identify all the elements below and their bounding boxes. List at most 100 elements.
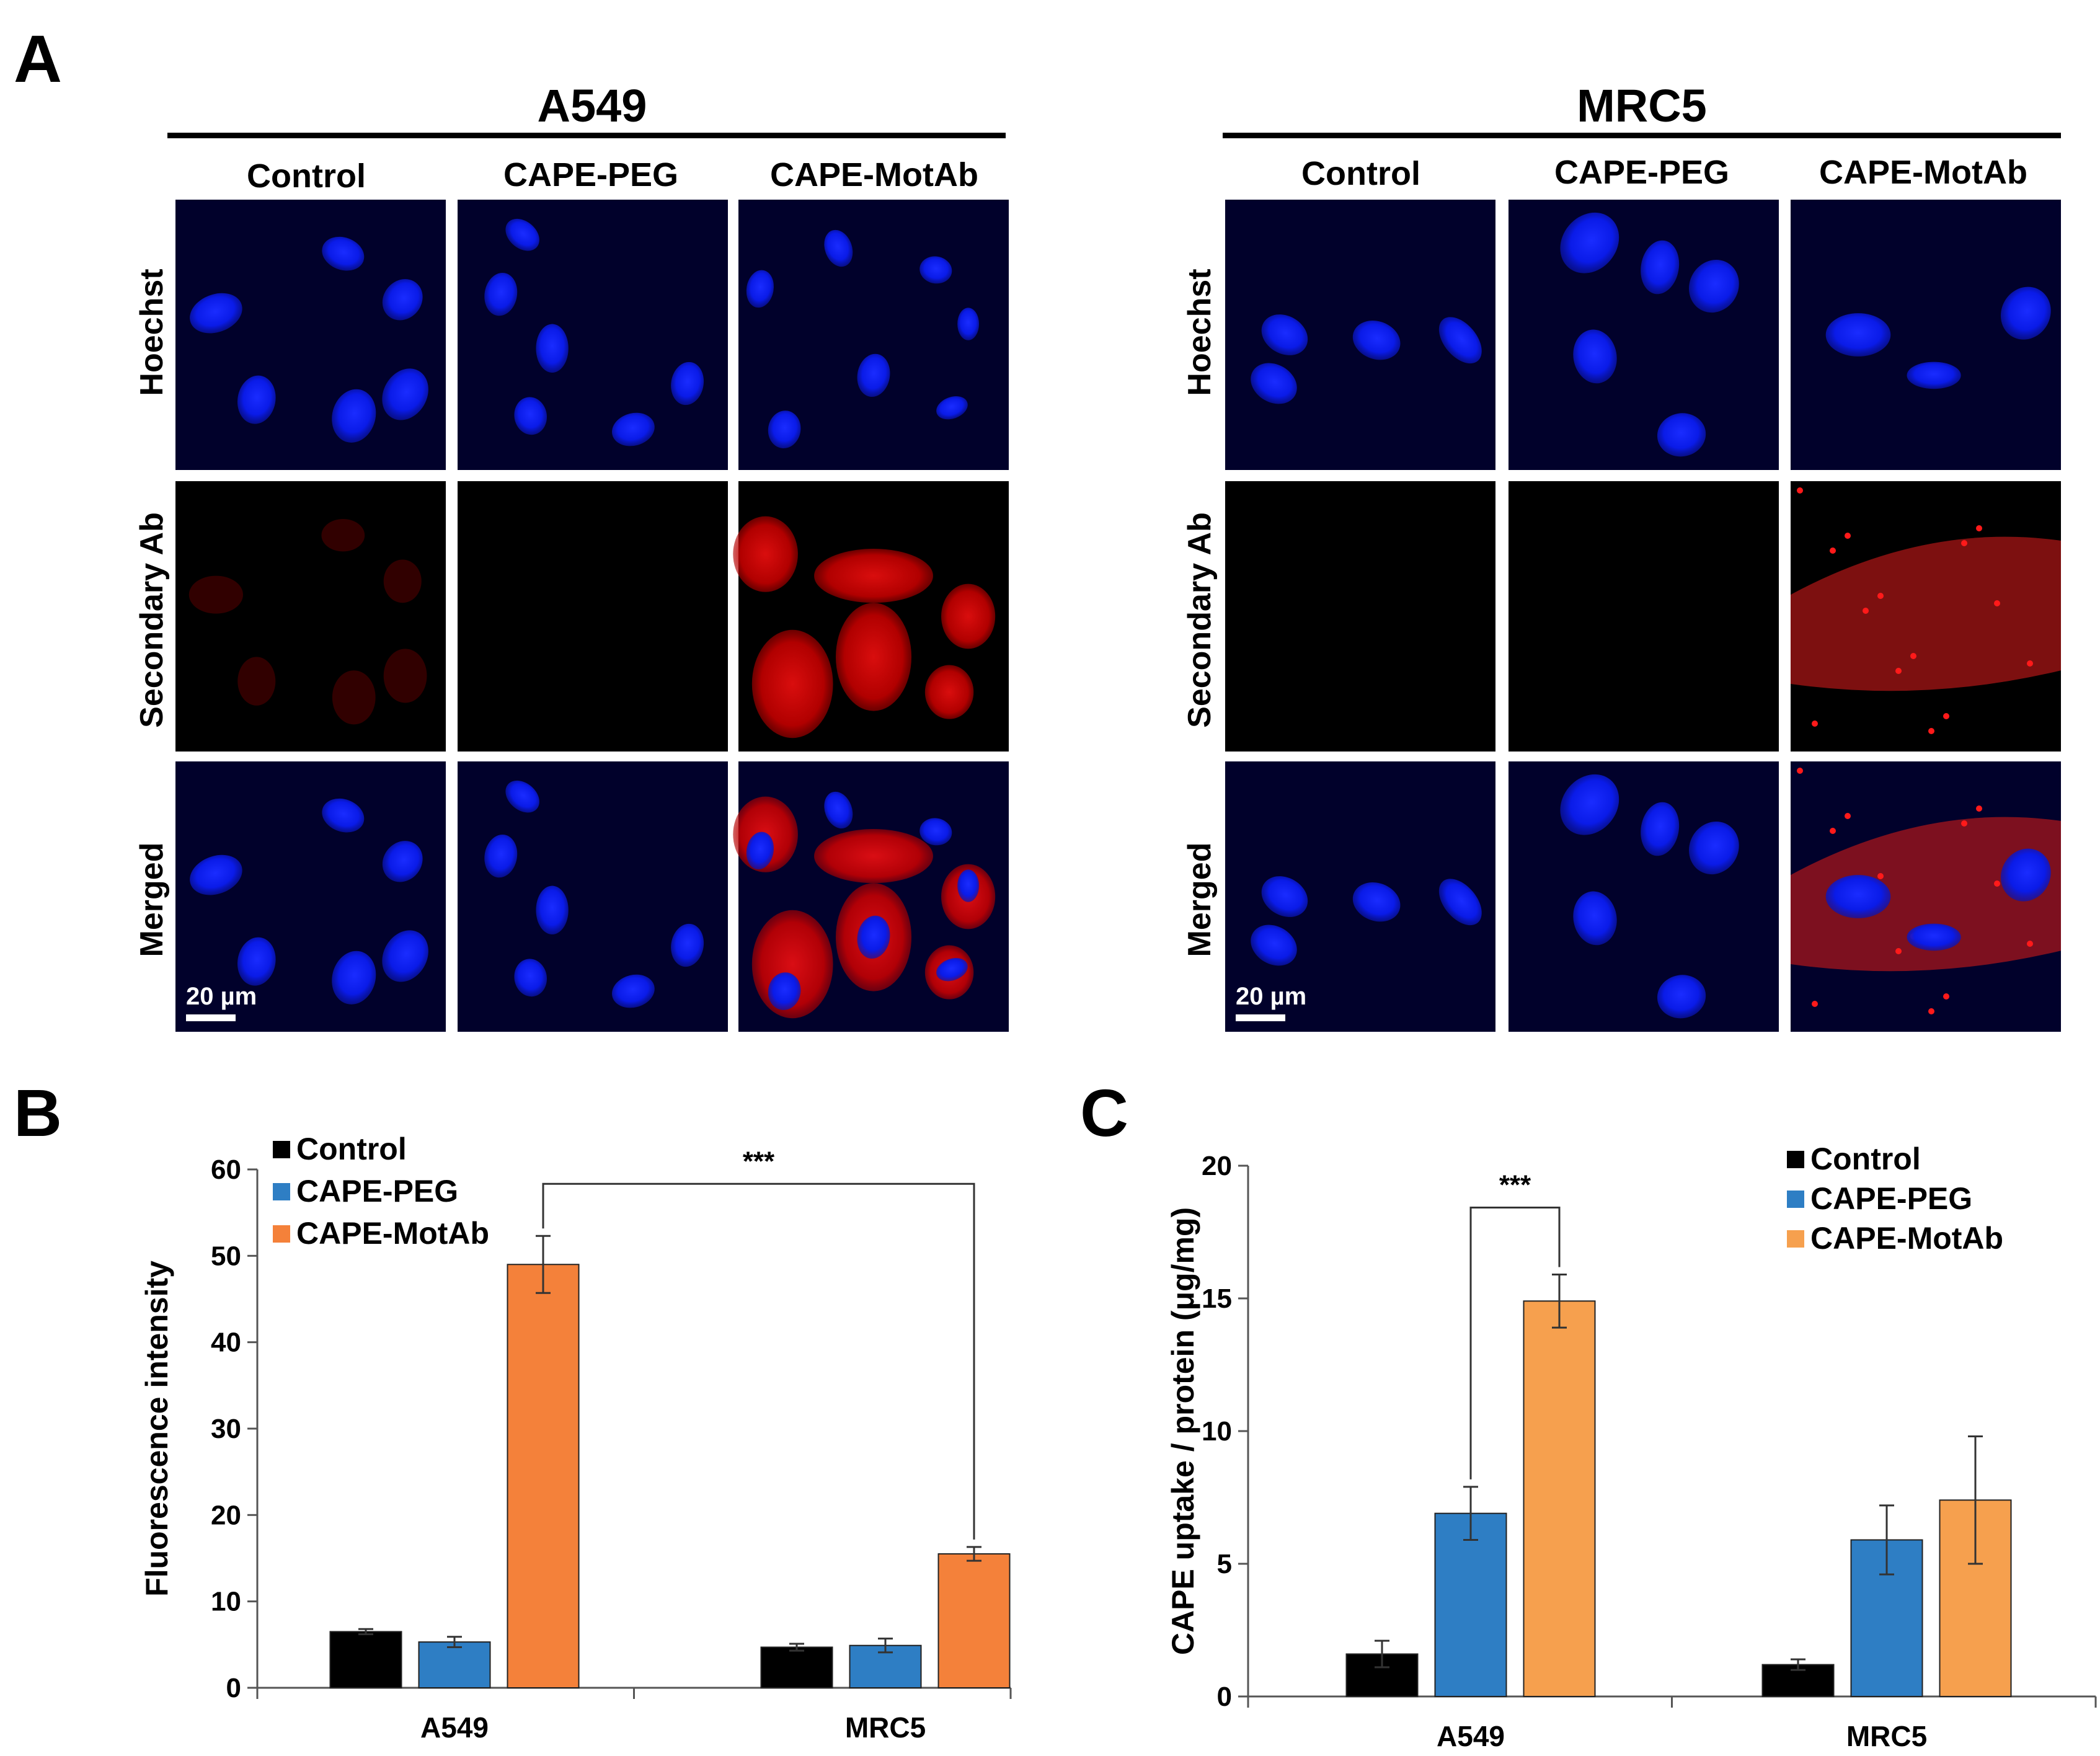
y-axis-title: CAPE uptake / protein (μg/mg) (1166, 1207, 1200, 1655)
nucleus (322, 798, 365, 833)
nucleus (1573, 329, 1617, 384)
cell-body-stain (814, 829, 933, 884)
cell-line-title-mrc5: MRC5 (1577, 80, 1707, 131)
nucleus (382, 930, 428, 982)
legend-label: Control (1810, 1142, 1921, 1176)
nucleus (1560, 774, 1619, 835)
tile-blue-haze (175, 761, 446, 1032)
nucleus (1438, 317, 1482, 364)
x-category-label: A549 (1437, 1720, 1505, 1752)
tile-background (458, 761, 728, 1032)
nucleus (936, 958, 968, 982)
tile-blue-haze (1509, 761, 1779, 1032)
red-puncta (1910, 653, 1916, 659)
nucleus (237, 937, 276, 986)
legend-label: CAPE-MotAb (1810, 1221, 2003, 1256)
nucleus (1657, 413, 1706, 457)
red-puncta (1877, 873, 1884, 879)
significance-label: *** (1499, 1169, 1531, 1200)
nucleus (1907, 923, 1961, 951)
bar (507, 1264, 580, 1689)
y-axis-title: Fluorescence intensity (140, 1261, 174, 1597)
nucleus (332, 389, 376, 443)
bar (329, 1631, 402, 1689)
cell-line-title-a549: A549 (538, 80, 647, 131)
row-label-merged: Merged (134, 843, 170, 957)
nucleus (1560, 212, 1619, 273)
micrograph-tile-a549-secondary-ab-control (175, 481, 446, 752)
cell-body-stain (1791, 817, 2061, 972)
nucleus (824, 229, 853, 267)
nucleus (1251, 925, 1297, 966)
scale-bar (186, 1014, 236, 1021)
legend-swatch (273, 1183, 290, 1200)
y-tick-label: 5 (1217, 1549, 1232, 1579)
red-puncta (2027, 941, 2033, 947)
panel-letter-b: B (14, 1075, 62, 1150)
significance-bracket (542, 1182, 975, 1540)
tile-background (175, 481, 446, 752)
micrograph-tile-mrc5-hoechst-cape-peg (1509, 200, 1779, 470)
nucleus (936, 396, 968, 420)
micrograph-tile-mrc5-secondary-ab-control (1225, 481, 1495, 752)
y-tick-label: 60 (211, 1155, 241, 1185)
red-puncta (1961, 540, 1967, 546)
legend-swatch (1787, 1151, 1804, 1168)
red-puncta (1943, 993, 1949, 1000)
micrograph-group-a549: A549 Control CAPE-PEG CAPE-MotAb Hoechst… (134, 80, 1009, 1032)
nucleus (1641, 240, 1680, 295)
red-puncta (1812, 721, 1818, 727)
nucleus (536, 324, 569, 373)
column-label-cape-peg: CAPE-PEG (503, 156, 678, 193)
nucleus (190, 293, 242, 334)
nucleus (2000, 848, 2051, 902)
red-puncta (1830, 548, 1836, 554)
nucleus (857, 353, 890, 397)
title-underline (167, 133, 1006, 138)
tile-background (1509, 761, 1779, 1032)
micrograph-tile-mrc5-merged-control (1225, 761, 1495, 1032)
panel-letter-a: A (14, 21, 62, 96)
red-puncta (1976, 805, 1982, 812)
faint-red-signal (383, 559, 422, 603)
cell-body-stain (941, 583, 996, 649)
tile-background (175, 761, 446, 1032)
micrograph-tile-mrc5-secondary-ab-cape-motab (1791, 481, 2061, 752)
tile-background (1509, 481, 1779, 752)
legend-swatch (273, 1141, 290, 1158)
nucleus (768, 410, 801, 448)
column-label-cape-motab: CAPE-MotAb (1819, 154, 2027, 191)
red-puncta (1845, 533, 1851, 539)
nucleus (1641, 802, 1680, 856)
panel-letter-c: C (1080, 1075, 1128, 1150)
tile-blue-haze (458, 200, 728, 470)
red-puncta (1928, 728, 1934, 734)
row-label-hoechst: Hoechst (1182, 268, 1218, 396)
significance-label: *** (743, 1146, 775, 1176)
cell-body-stain (814, 549, 933, 603)
legend-swatch (1787, 1230, 1804, 1248)
column-label-control: Control (1301, 155, 1420, 192)
tile-blue-haze (458, 761, 728, 1032)
micrograph-group-mrc5: MRC5 Control CAPE-PEG CAPE-MotAb Hoechst… (1182, 80, 2061, 1032)
red-puncta (1895, 668, 1902, 674)
micrograph-tile-a549-secondary-ab-cape-peg (458, 481, 728, 752)
x-category-label: MRC5 (1846, 1720, 1927, 1752)
red-puncta (1830, 828, 1836, 834)
nucleus (514, 959, 547, 997)
micrograph-tile-a549-secondary-ab-cape-motab (733, 481, 1009, 752)
red-puncta (1928, 1008, 1934, 1014)
y-tick-label: 0 (1217, 1682, 1232, 1712)
legend-label: Control (296, 1132, 407, 1166)
micrograph-tile-a549-hoechst-cape-peg (458, 200, 728, 470)
red-puncta (1797, 768, 1803, 774)
nucleus (332, 951, 376, 1004)
red-puncta (1845, 813, 1851, 819)
nucleus (919, 818, 952, 846)
nucleus (671, 923, 704, 967)
nucleus (768, 972, 801, 1010)
significance-bracket (1469, 1206, 1561, 1479)
faint-red-signal (332, 670, 376, 725)
column-label-cape-motab: CAPE-MotAb (770, 156, 978, 193)
